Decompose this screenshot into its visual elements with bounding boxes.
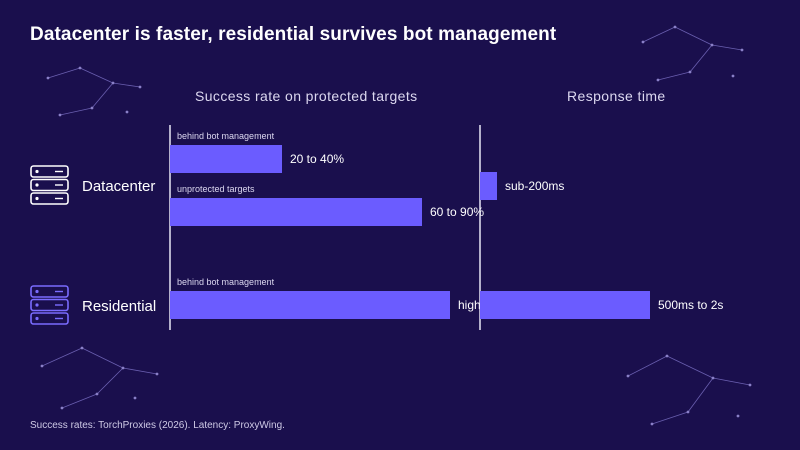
constellation-line <box>91 82 114 109</box>
constellation-star <box>711 376 715 380</box>
constellation-star <box>650 422 654 426</box>
success-bar-caption: behind bot management <box>177 277 275 287</box>
constellation-star <box>731 74 735 78</box>
success-bar <box>170 145 282 173</box>
constellation-star <box>673 25 677 29</box>
constellation-star <box>688 70 692 74</box>
residential-server-unit <box>30 312 69 325</box>
constellation-star <box>121 366 125 370</box>
constellation-star <box>626 374 630 378</box>
constellation-line <box>651 411 689 425</box>
constellation-star <box>111 81 115 85</box>
constellation-line <box>59 107 93 116</box>
constellation-star <box>155 372 159 376</box>
panel-title-response-time: Response time <box>567 88 666 104</box>
latency-bar-value-label: sub-200ms <box>505 179 564 193</box>
constellation-star <box>60 406 64 410</box>
datacenter-server-unit <box>30 178 69 192</box>
constellation-line <box>47 67 81 79</box>
constellation-star <box>46 76 50 80</box>
constellation-star <box>710 43 714 47</box>
constellation-star <box>686 410 690 414</box>
constellation-line <box>712 377 751 386</box>
constellation-line <box>96 367 124 395</box>
residential-server-led <box>35 289 39 294</box>
datacenter-server-led <box>35 196 39 201</box>
latency-bar <box>480 291 650 319</box>
datacenter-server-led <box>35 183 39 187</box>
residential-server-unit <box>30 285 69 298</box>
datacenter-server-unit <box>30 165 69 178</box>
constellation-line <box>79 67 114 84</box>
latency-bar <box>480 172 497 200</box>
residential-server-icon <box>30 285 69 325</box>
constellation-star <box>736 414 740 418</box>
constellation-line <box>689 44 713 73</box>
constellation-star <box>748 383 752 387</box>
row-label-residential: Residential <box>82 298 157 315</box>
constellation-line <box>61 393 98 409</box>
constellation-line <box>81 347 124 369</box>
constellation-star <box>138 85 142 89</box>
residential-server-led <box>35 303 39 307</box>
source-note: Success rates: TorchProxies (2026). Late… <box>30 420 285 431</box>
constellation-star <box>125 110 129 114</box>
constellation-star <box>740 48 744 52</box>
latency-bar-value-label: 500ms to 2s <box>658 298 723 312</box>
constellation-line <box>627 355 668 377</box>
success-bar-value-label: high <box>458 298 481 312</box>
constellation-star <box>80 346 84 350</box>
constellation-star <box>133 396 137 400</box>
constellation-star <box>40 364 44 368</box>
constellation-star <box>641 40 645 44</box>
constellation-star <box>95 392 99 396</box>
residential-server-led <box>35 316 39 321</box>
success-bar-caption: unprotected targets <box>177 184 255 194</box>
constellation-star <box>665 354 669 358</box>
success-bar-caption: behind bot management <box>177 131 275 141</box>
constellation-star <box>90 106 94 110</box>
constellation-line <box>687 377 714 413</box>
constellation-line <box>711 44 743 51</box>
constellation-star <box>78 66 82 70</box>
constellation-line <box>642 26 676 43</box>
constellation-line <box>122 367 158 375</box>
success-bar-value-label: 20 to 40% <box>290 152 344 166</box>
constellation-line <box>112 82 141 88</box>
residential-server-unit <box>30 298 69 312</box>
constellation-line <box>666 355 714 379</box>
constellation-line <box>41 347 83 367</box>
panel-title-success-rate: Success rate on protected targets <box>195 88 418 104</box>
constellation-line <box>657 71 691 81</box>
success-bar-value-label: 60 to 90% <box>430 205 484 219</box>
constellation-star <box>58 113 62 117</box>
row-label-datacenter: Datacenter <box>82 178 156 195</box>
datacenter-server-unit <box>30 192 69 205</box>
constellation-line <box>674 26 713 46</box>
datacenter-server-icon <box>30 165 69 205</box>
success-bar <box>170 198 422 226</box>
chart-title: Datacenter is faster, residential surviv… <box>30 24 557 45</box>
datacenter-server-led <box>35 169 39 174</box>
constellation-star <box>656 78 660 82</box>
success-bar <box>170 291 450 319</box>
